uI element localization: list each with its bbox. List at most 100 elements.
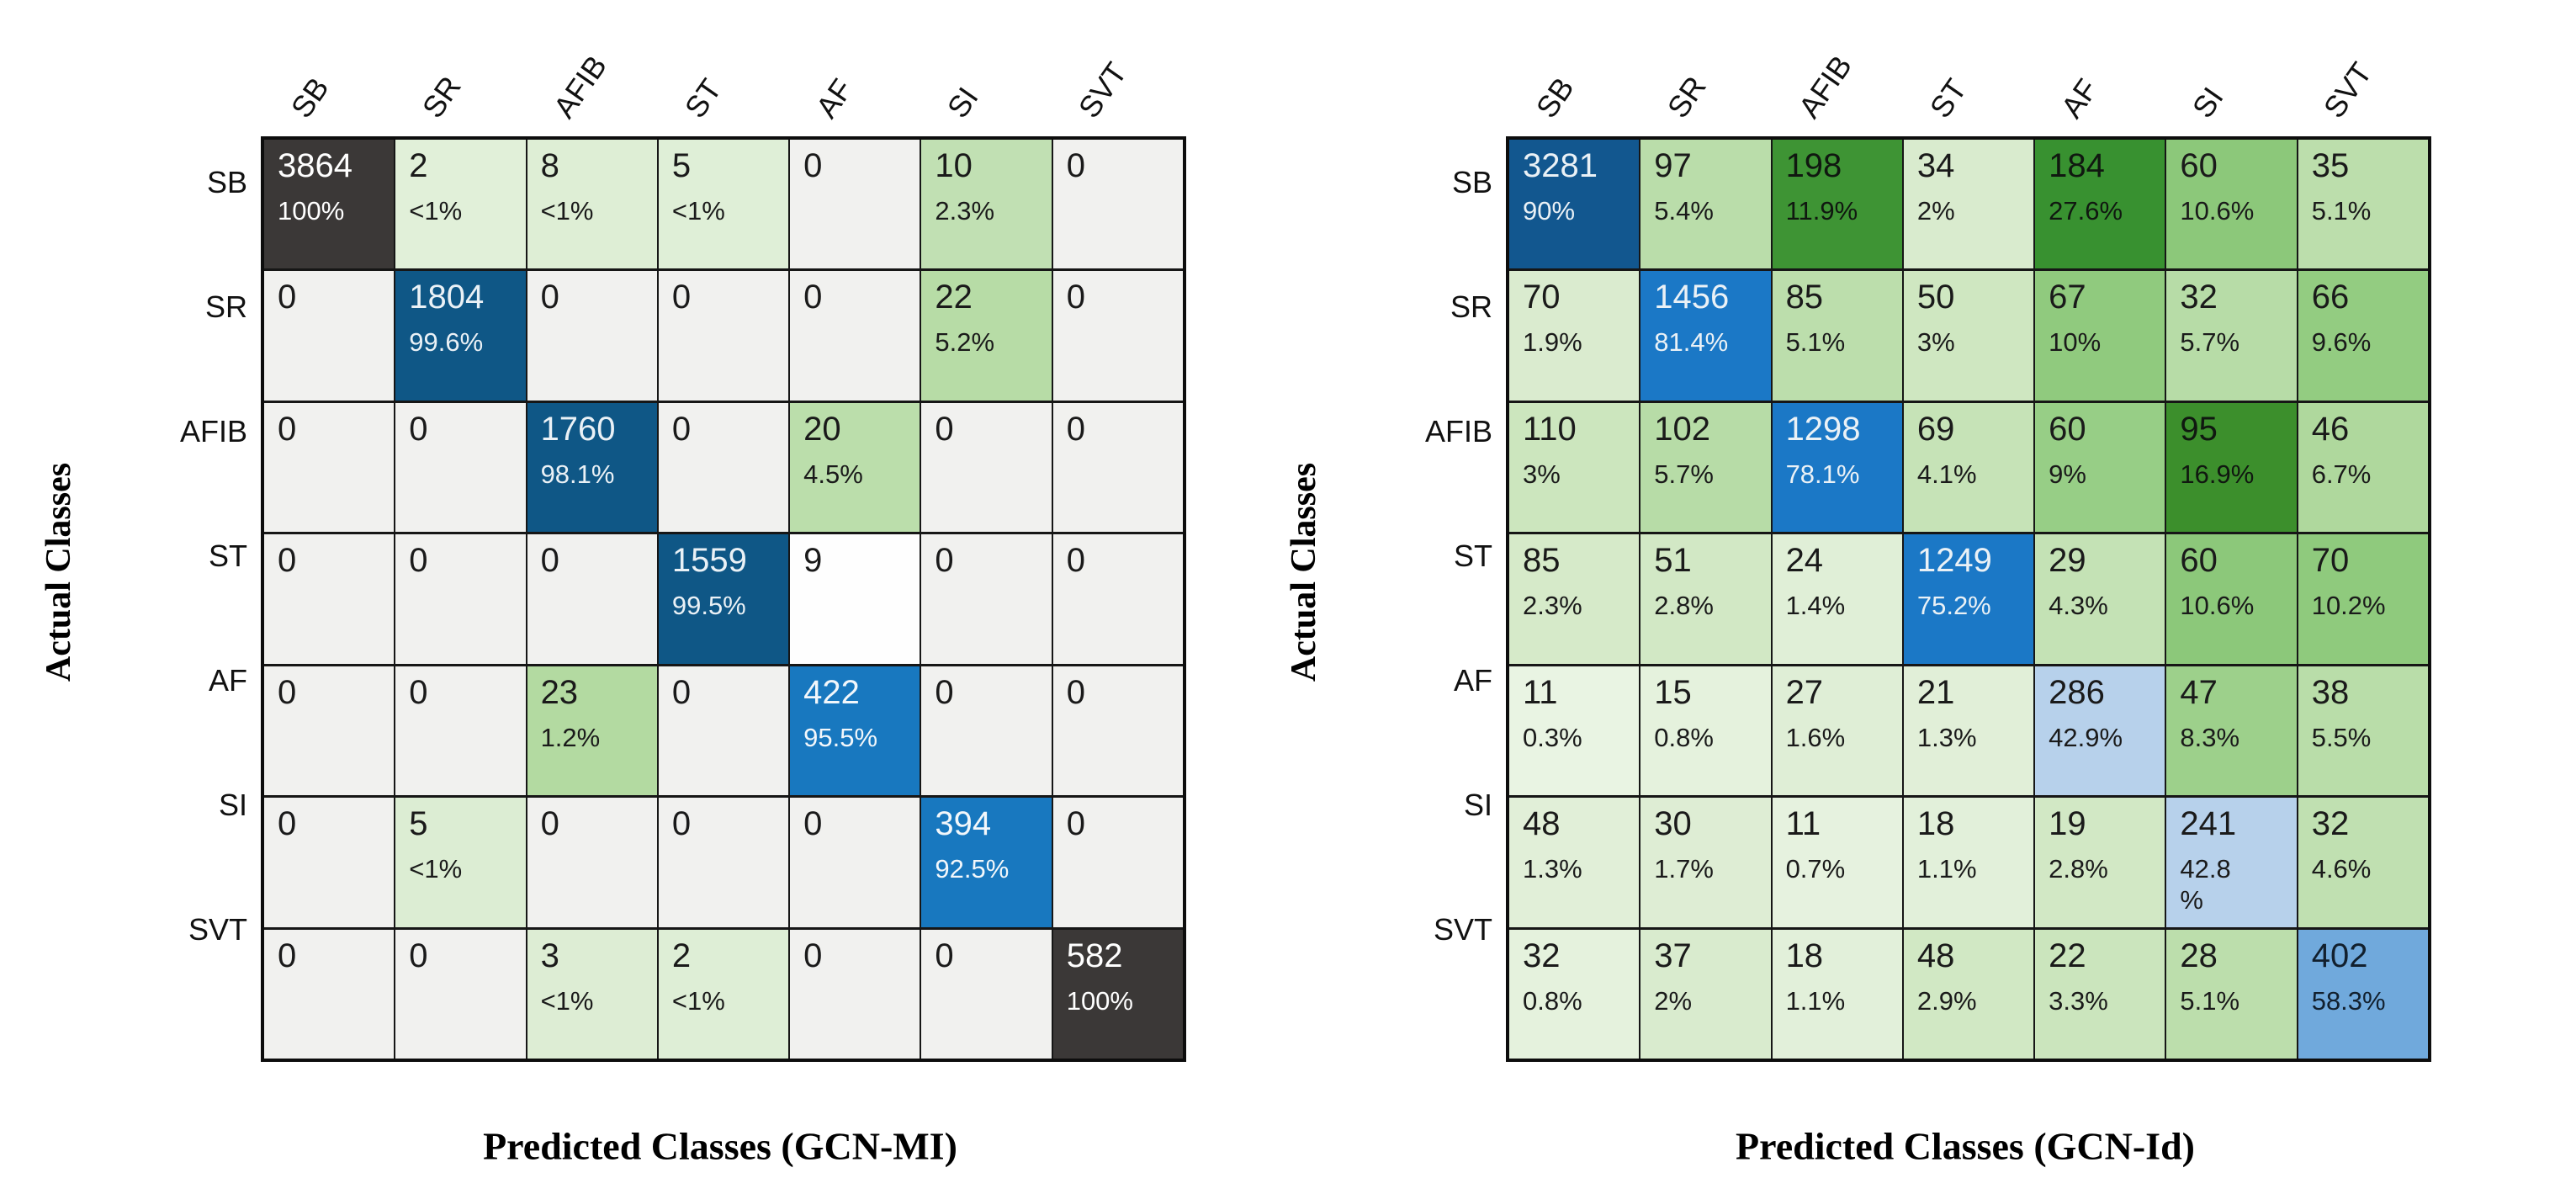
- cell-percent: 1.4%: [1785, 591, 1846, 621]
- cell-si-sr: 5 <1%: [395, 798, 526, 927]
- cell-percent: <1%: [671, 196, 725, 226]
- cell-count: 85: [1785, 279, 1824, 316]
- cell-count: 67: [2049, 279, 2086, 316]
- cell-sb-si: 10 2.3%: [921, 140, 1052, 269]
- cell-percent: 1.1%: [1785, 985, 1846, 1016]
- cell-af-sr: 15 0.8%: [1640, 666, 1771, 796]
- cell-count: 97: [1654, 147, 1692, 184]
- cell-sb-sb: 3281 90%: [1509, 140, 1640, 269]
- cell-count: 102: [1654, 410, 1711, 448]
- cell-count: 0: [935, 937, 954, 974]
- cell-af-svt: 38 5.5%: [2298, 666, 2428, 796]
- cell-percent: 95.5%: [803, 722, 878, 752]
- row-label-sr: SR: [204, 289, 247, 324]
- cell-percent: 99.6%: [409, 327, 484, 358]
- cell-percent: 78.1%: [1785, 459, 1860, 489]
- cell-percent: 2%: [1916, 196, 1955, 226]
- cell-sb-svt: 35 5.1%: [2298, 140, 2428, 269]
- cell-count: 0: [278, 410, 297, 448]
- cell-st-af: 9: [790, 534, 920, 664]
- cell-percent: 90%: [1523, 196, 1576, 226]
- cell-svt-st: 2 <1%: [658, 929, 789, 1059]
- cell-afib-sr: 0: [395, 402, 526, 533]
- cell-si-si: 241 42.8 %: [2166, 798, 2297, 927]
- cell-percent: 81.4%: [1654, 327, 1729, 358]
- row-label-si: SI: [218, 788, 247, 822]
- cell-svt-svt: 402 58.3%: [2298, 929, 2428, 1059]
- x-axis-title: Predicted Classes (GCN-Id): [1736, 1124, 2195, 1168]
- cell-count: 0: [409, 542, 428, 580]
- cell-si-st: 18 1.1%: [1903, 798, 2034, 927]
- cell-percent: 10.6%: [2180, 196, 2255, 226]
- cell-percent: 1.7%: [1654, 854, 1714, 884]
- cell-count: 18: [1916, 805, 1955, 843]
- cell-percent: 5.1%: [2311, 196, 2372, 226]
- cell-count: 32: [2311, 805, 2350, 843]
- cell-count: 38: [2311, 673, 2350, 711]
- cell-afib-st: 69 4.1%: [1903, 402, 2034, 533]
- cell-percent: 0.8%: [1654, 722, 1714, 752]
- cell-sr-st: 50 3%: [1903, 271, 2034, 401]
- cell-count: 0: [935, 542, 954, 580]
- cell-count: 18: [1785, 937, 1824, 974]
- cell-count: 22: [2049, 937, 2086, 974]
- cell-count: 0: [409, 410, 428, 448]
- cell-count: 5: [409, 805, 428, 843]
- cell-count: 0: [278, 279, 297, 316]
- cell-sb-af: 0: [790, 140, 920, 269]
- cell-svt-afib: 18 1.1%: [1772, 929, 1902, 1059]
- cell-si-af: 19 2.8%: [2035, 798, 2165, 927]
- cell-percent: 1.6%: [1785, 722, 1846, 752]
- cell-st-st: 1559 99.5%: [658, 534, 789, 664]
- column-header-svt: SVT: [2316, 56, 2379, 125]
- cell-percent: 11.9%: [1785, 196, 1858, 226]
- cell-si-afib: 0: [527, 798, 657, 927]
- column-header-afib: AFIB: [1791, 49, 1859, 125]
- cell-percent: 1.1%: [1916, 854, 1977, 884]
- row-label-svt: SVT: [1433, 912, 1492, 947]
- cell-percent: 2.9%: [1916, 985, 1977, 1016]
- cell-count: 50: [1916, 279, 1955, 316]
- row-label-afib: AFIB: [179, 414, 247, 448]
- cell-af-si: 47 8.3%: [2166, 666, 2297, 796]
- cell-afib-si: 95 16.9%: [2166, 402, 2297, 533]
- cell-count: 582: [1066, 937, 1123, 974]
- cell-sb-st: 5 <1%: [658, 140, 789, 269]
- cell-count: 1559: [671, 542, 747, 580]
- cell-count: 20: [803, 410, 841, 448]
- cell-si-sb: 0: [264, 798, 395, 927]
- cell-count: 70: [2311, 542, 2350, 580]
- cell-percent: 1.3%: [1523, 854, 1582, 884]
- cell-count: 0: [540, 279, 559, 316]
- cell-sr-sr: 1804 99.6%: [395, 271, 526, 401]
- cell-st-af: 29 4.3%: [2035, 534, 2165, 664]
- cell-si-svt: 32 4.6%: [2298, 798, 2428, 927]
- cell-svt-af: 22 3.3%: [2035, 929, 2165, 1059]
- cell-percent: 58.3%: [2311, 985, 2386, 1016]
- cell-count: 0: [803, 279, 823, 316]
- cell-count: 35: [2311, 147, 2350, 184]
- cell-sb-sb: 3864 100%: [264, 140, 395, 269]
- cell-percent: 2.8%: [1654, 591, 1714, 621]
- cell-svt-si: 0: [921, 929, 1052, 1059]
- cell-sb-af: 184 27.6%: [2035, 140, 2165, 269]
- cell-count: 0: [1066, 805, 1085, 843]
- cell-count: 47: [2180, 673, 2218, 711]
- cell-count: 32: [2180, 279, 2218, 316]
- cell-percent: 9.6%: [2311, 327, 2372, 358]
- cell-percent: 9%: [2049, 459, 2086, 489]
- cell-count: 110: [1523, 410, 1577, 448]
- cell-count: 32: [1523, 937, 1561, 974]
- cell-percent: 10%: [2049, 327, 2102, 358]
- cell-afib-af: 60 9%: [2035, 402, 2165, 533]
- cell-percent: 1.9%: [1523, 327, 1582, 358]
- cell-sr-af: 67 10%: [2035, 271, 2165, 401]
- column-header-st: ST: [677, 72, 729, 125]
- cell-afib-afib: 1760 98.1%: [527, 402, 657, 533]
- cell-count: 3: [540, 937, 559, 974]
- row-label-sb: SB: [1451, 165, 1492, 199]
- cell-count: 48: [1523, 805, 1561, 843]
- cell-st-svt: 0: [1052, 534, 1183, 664]
- cell-percent: 2%: [1654, 985, 1693, 1016]
